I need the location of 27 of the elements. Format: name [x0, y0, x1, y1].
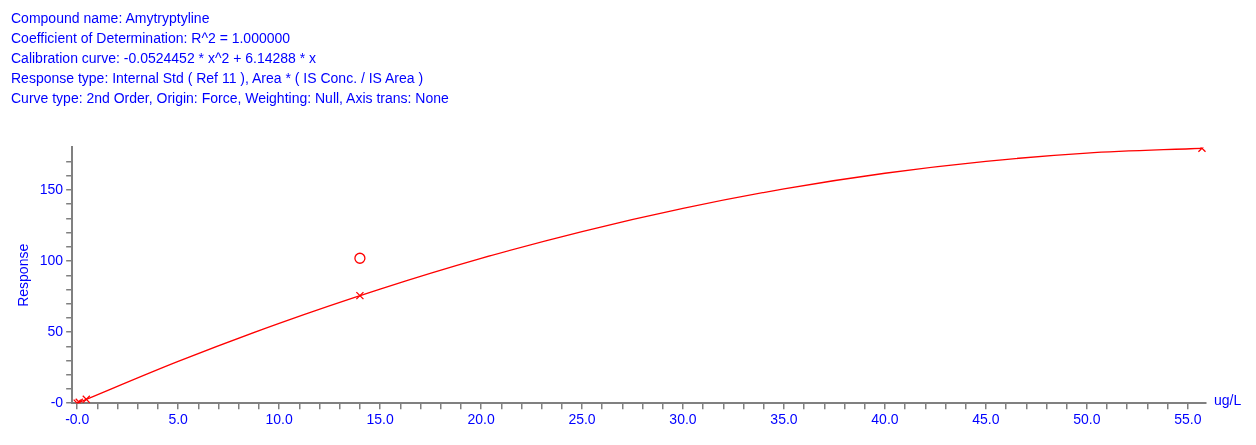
line-series [76, 147, 1203, 404]
x-axis-title: ug/L [1214, 392, 1242, 409]
x-tick-label: -0.0 [65, 411, 90, 428]
x-tick-label: 10.0 [265, 411, 293, 428]
x-tick-label: 45.0 [972, 411, 1000, 428]
text: Response type: Internal Std ( Ref 11 ), Area * ( IS Conc. / IS Area ) [11, 69, 425, 88]
point [355, 291, 365, 300]
x-tick-label: 30.0 [669, 411, 697, 428]
x-tick-label: 20.0 [467, 411, 495, 428]
text: Curve type: 2nd Order, Origin: Force, Weighting: Null, Axis trans: None [11, 89, 450, 108]
y-tick-label: -0 [50, 394, 64, 411]
y-tick-label: 100 [39, 251, 64, 268]
x-tick-label: 15.0 [366, 411, 394, 428]
chart-title: Compound name: Amytryptyline [11, 9, 211, 28]
x-tick-label: 35.0 [770, 411, 798, 428]
x-tick-label: 25.0 [568, 411, 596, 428]
text: Coefficient of Determination: R^2 = 1.000000 [11, 29, 292, 48]
point [354, 252, 366, 264]
text: Calibration curve: -0.0524452 * x^2 + 6.14288 * x [11, 49, 318, 68]
y-tick-label: 50 [47, 323, 64, 339]
x-tick-label: 40.0 [871, 411, 899, 428]
y-axis-title: Response [15, 243, 32, 307]
y-tick-label: 150 [39, 180, 64, 197]
point [82, 395, 91, 404]
x-tick-label: 5.0 [168, 411, 189, 428]
x-tick-label: 55.0 [1174, 411, 1202, 428]
x-tick-label: 50.0 [1073, 411, 1101, 428]
